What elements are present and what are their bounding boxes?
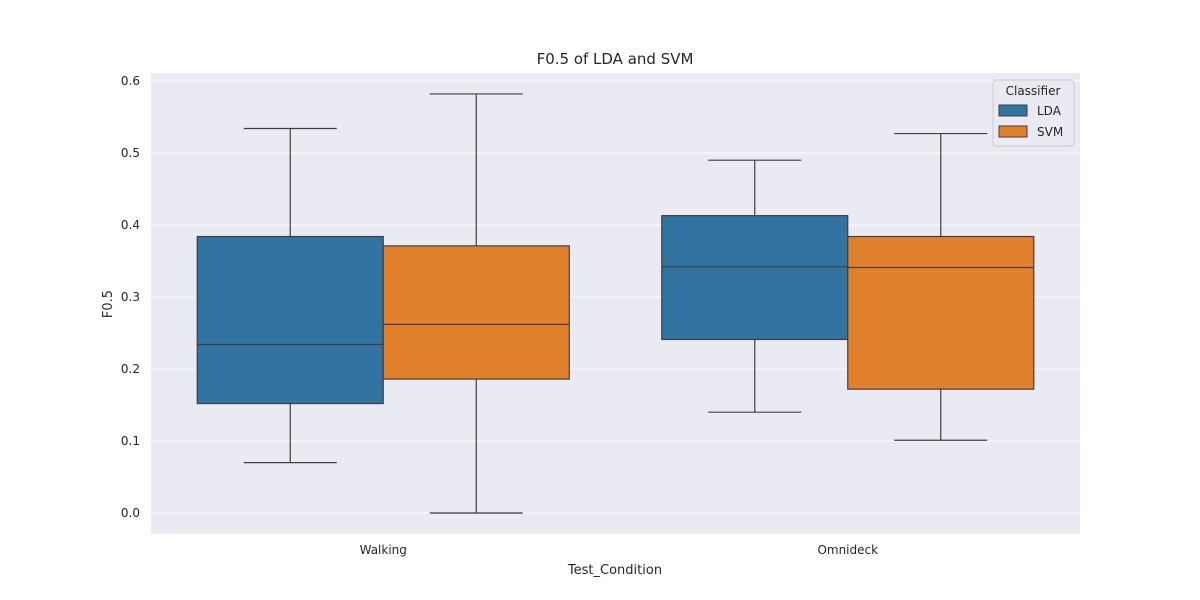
- y-tick-label: 0.4: [121, 218, 140, 232]
- x-tick-label: Omnideck: [817, 543, 878, 557]
- y-axis-label: F0.5: [101, 290, 116, 318]
- x-axis-ticks: Walking Omnideck: [360, 543, 879, 557]
- legend-label-lda: LDA: [1037, 104, 1062, 118]
- box-lda-omnideck: [661, 159, 849, 413]
- x-tick-label: Walking: [360, 543, 407, 557]
- y-tick-label: 0.3: [121, 290, 140, 304]
- iqr-box: [661, 215, 849, 341]
- box-svm-walking: [382, 93, 570, 514]
- y-tick-label: 0.0: [121, 506, 140, 520]
- x-axis-label: Test_Condition: [567, 563, 662, 578]
- iqr-box: [847, 235, 1035, 390]
- legend: Classifier LDA SVM: [992, 79, 1075, 147]
- y-tick-label: 0.6: [121, 74, 140, 88]
- legend-swatch-lda: [998, 104, 1028, 117]
- box-svm-omnideck: [847, 132, 1035, 441]
- y-tick-label: 0.1: [121, 434, 140, 448]
- iqr-box: [382, 245, 570, 380]
- box-series: [196, 93, 1035, 514]
- y-tick-label: 0.2: [121, 362, 140, 376]
- y-axis-ticks: 0.0 0.1 0.2 0.3 0.4 0.5 0.6: [121, 74, 140, 520]
- iqr-box: [196, 235, 384, 405]
- chart-title: F0.5 of LDA and SVM: [537, 50, 694, 68]
- legend-title: Classifier: [1006, 84, 1061, 98]
- y-tick-label: 0.5: [121, 146, 140, 160]
- legend-label-svm: SVM: [1037, 125, 1063, 139]
- legend-swatch-svm: [998, 125, 1028, 138]
